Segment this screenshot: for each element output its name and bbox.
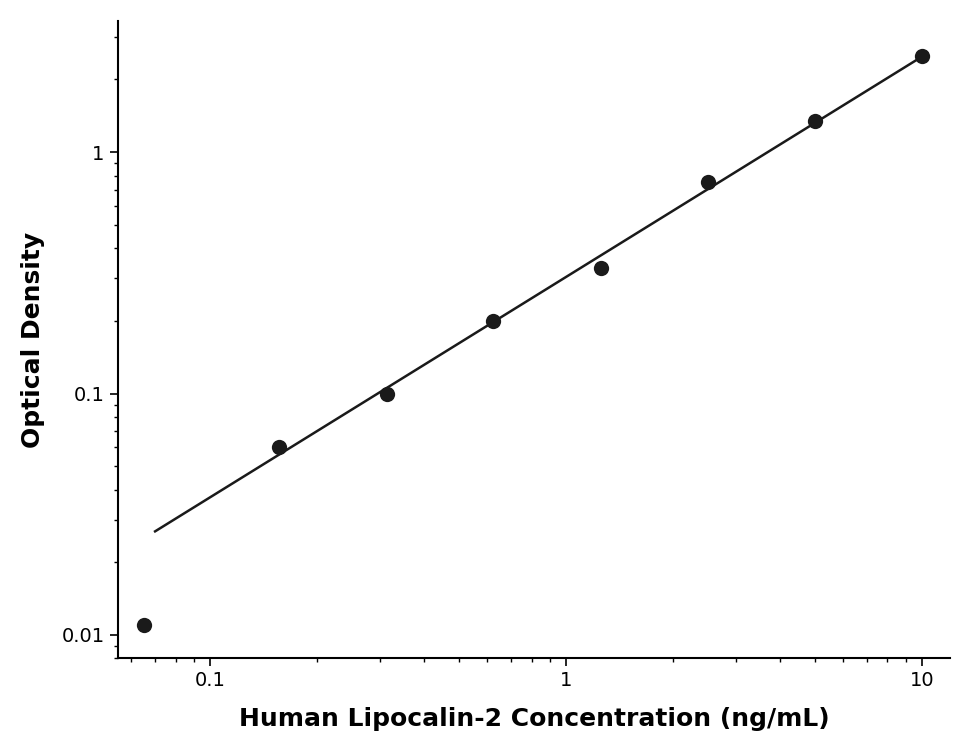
Point xyxy=(700,176,716,188)
Point xyxy=(486,315,501,327)
Point xyxy=(136,619,151,631)
Point xyxy=(807,115,822,127)
Point xyxy=(915,50,930,62)
Point xyxy=(271,441,286,453)
Point xyxy=(379,387,394,399)
X-axis label: Human Lipocalin-2 Concentration (ng/mL): Human Lipocalin-2 Concentration (ng/mL) xyxy=(239,707,829,731)
Y-axis label: Optical Density: Optical Density xyxy=(20,232,45,447)
Point xyxy=(593,262,609,274)
